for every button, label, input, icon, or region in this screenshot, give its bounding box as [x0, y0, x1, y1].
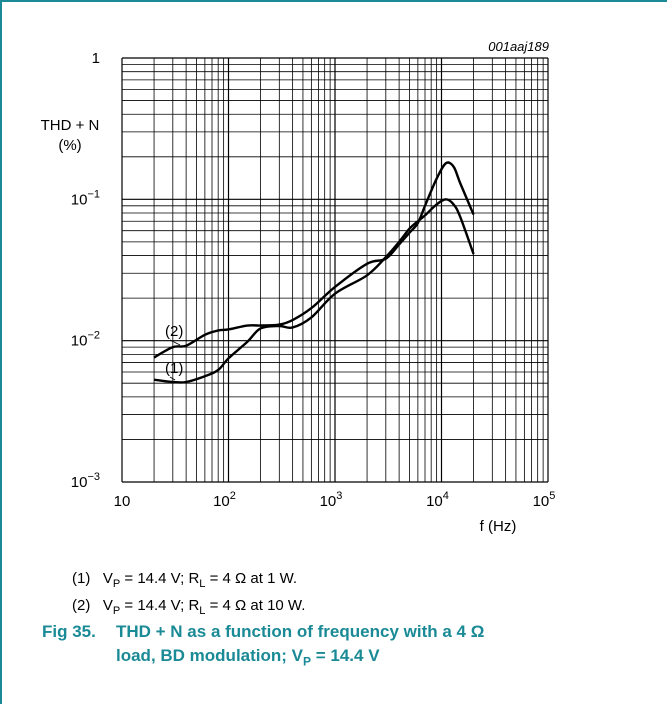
y-tick-label: 10−3	[71, 471, 100, 491]
x-tick-label: 102	[213, 490, 236, 510]
note-2: (2) VP = 14.4 V; RL = 4 Ω at 10 W.	[72, 597, 305, 617]
x-tick-label: 105	[533, 490, 556, 510]
caption-line2-sub: P	[303, 654, 311, 668]
note-2-post: = 4 Ω at 10 W.	[205, 597, 305, 614]
note-1-id: (1)	[72, 570, 90, 587]
y-tick-label: 10−1	[71, 188, 100, 208]
series-label-1: (1)	[165, 360, 183, 377]
note-1-mid: = 14.4 V; R	[120, 570, 199, 587]
y-axis-label-line2: (%)	[58, 137, 81, 154]
data-series	[154, 162, 474, 382]
y-tick-label: 1	[92, 50, 100, 67]
caption-line1: THD + N as a function of frequency with …	[116, 622, 484, 641]
plot-grid	[122, 58, 548, 482]
note-1-pre: V	[103, 570, 113, 587]
caption-line2: load, BD modulation; V	[116, 646, 303, 665]
x-axis-label: f (Hz)	[480, 518, 517, 535]
y-tick-label: 10−2	[71, 330, 100, 350]
figure-caption: Fig 35. THD + N as a function of frequenc…	[42, 620, 652, 673]
caption-line2-wrap: load, BD modulation; VP = 14.4 V	[42, 644, 652, 673]
x-tick-label: 103	[320, 490, 343, 510]
note-1: (1) VP = 14.4 V; RL = 4 Ω at 1 W.	[72, 570, 297, 590]
note-2-pre: V	[103, 597, 113, 614]
series-line-2	[154, 162, 474, 357]
series-line-1	[154, 199, 474, 382]
note-1-post: = 4 Ω at 1 W.	[205, 570, 297, 587]
tick-labels: 10 102 103 104 105 1 10−1 10−2 10−3	[71, 50, 556, 510]
x-tick-label: 10	[114, 493, 131, 510]
x-tick-label: 104	[426, 490, 449, 510]
y-axis-label-line1: THD + N	[41, 117, 100, 134]
series-label-2: (2)	[165, 323, 183, 340]
figure-code: 001aaj189	[488, 39, 549, 54]
note-2-id: (2)	[72, 597, 90, 614]
note-2-mid: = 14.4 V; R	[120, 597, 199, 614]
caption-number: Fig 35.	[42, 620, 116, 644]
caption-line2-post: = 14.4 V	[311, 646, 380, 665]
